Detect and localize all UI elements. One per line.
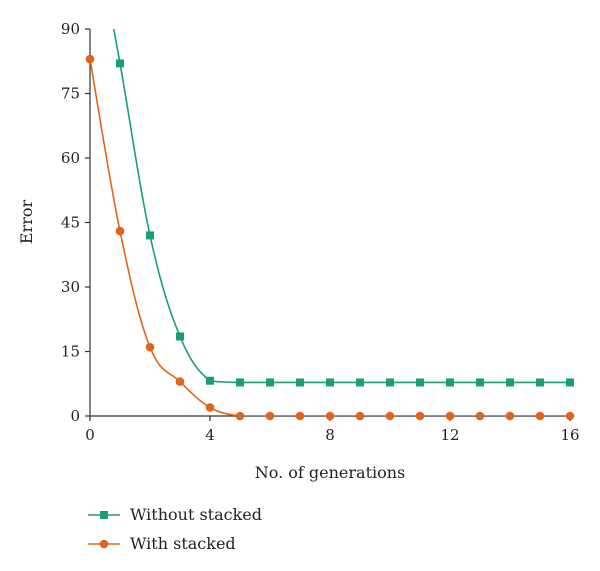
data-point <box>266 378 274 387</box>
x-axis-label: No. of generations <box>255 463 406 482</box>
series-line-1 <box>90 58 570 416</box>
y-tick-label: 60 <box>61 149 80 167</box>
legend-marker <box>100 511 108 519</box>
data-point <box>296 378 304 387</box>
y-tick-label: 30 <box>61 278 80 296</box>
legend-label: Without stacked <box>130 505 262 524</box>
legend: Without stacked With stacked <box>88 505 262 553</box>
data-point <box>505 411 515 421</box>
data-point <box>146 231 154 240</box>
legend-marker <box>99 539 109 549</box>
legend-label: With stacked <box>130 534 236 553</box>
data-point <box>385 411 395 421</box>
x-tick-label: 4 <box>205 426 215 444</box>
y-tick-label: 90 <box>61 20 80 38</box>
series-markers <box>85 54 575 421</box>
y-axis-label: Error <box>17 200 36 245</box>
series-line-0 <box>112 29 570 384</box>
axes: 0 15 30 45 60 75 90 0 4 8 12 16 <box>61 20 580 444</box>
y-tick-label: 0 <box>70 407 80 425</box>
data-point <box>356 378 364 387</box>
x-tick-label: 8 <box>325 426 335 444</box>
data-point <box>235 411 245 421</box>
data-point <box>85 54 95 64</box>
data-point <box>536 378 544 387</box>
data-point <box>566 378 574 387</box>
data-point <box>145 342 155 352</box>
data-point <box>176 332 184 341</box>
data-point <box>475 411 485 421</box>
y-tick-label: 45 <box>61 214 80 232</box>
data-point <box>325 411 335 421</box>
data-point <box>265 411 275 421</box>
x-tick-label: 0 <box>85 426 95 444</box>
data-point <box>236 378 244 387</box>
data-point <box>416 378 424 387</box>
y-tick-label: 75 <box>61 85 80 103</box>
data-point <box>415 411 425 421</box>
x-tick-label: 12 <box>440 426 459 444</box>
data-point <box>205 403 215 412</box>
data-point <box>355 411 365 421</box>
data-point <box>446 378 454 387</box>
data-point <box>116 59 124 68</box>
data-point <box>506 378 514 387</box>
data-point <box>445 411 455 421</box>
data-point <box>565 411 575 421</box>
x-tick-label: 16 <box>560 426 579 444</box>
data-point <box>476 378 484 387</box>
data-point <box>206 376 214 385</box>
y-tick-label: 15 <box>61 343 80 361</box>
data-point <box>295 411 305 421</box>
data-point <box>386 378 394 387</box>
data-point <box>326 378 334 387</box>
data-point <box>175 377 185 386</box>
data-point <box>535 411 545 421</box>
data-point <box>115 226 125 236</box>
series-lines <box>90 29 570 416</box>
